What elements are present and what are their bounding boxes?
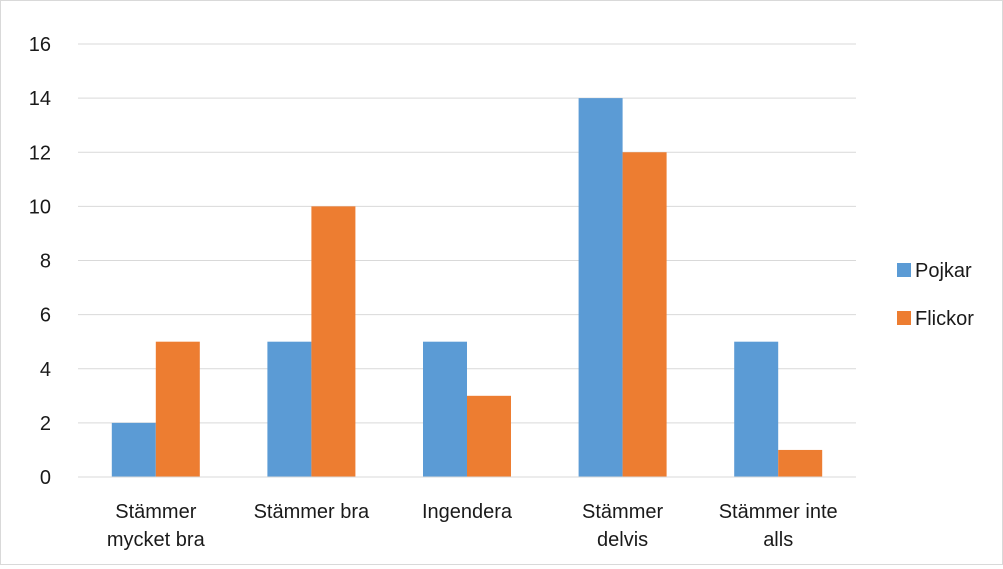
x-category-label: Stämmer mycket bra: [107, 501, 206, 551]
y-tick-label: 6: [40, 305, 51, 327]
legend-label-flickor: Flickor: [915, 308, 974, 330]
x-category-label: Stämmer bra: [254, 501, 370, 523]
bar-pojkar-1: [267, 341, 312, 477]
bar-pojkar-4: [734, 341, 779, 477]
bar-pojkar-3: [578, 98, 623, 477]
y-tick-label: 0: [40, 467, 51, 489]
x-category-label-line: delvis: [597, 529, 648, 551]
x-category-label-line: Stämmer bra: [254, 501, 370, 523]
y-tick-label: 14: [29, 88, 51, 110]
x-category-label: Stämmer inte alls: [719, 501, 838, 551]
x-category-label-line: mycket bra: [107, 529, 206, 551]
y-tick-label: 2: [40, 413, 51, 435]
y-tick-label: 10: [29, 196, 51, 218]
x-category-label-line: Stämmer: [115, 501, 196, 523]
legend-swatch-flickor: [897, 311, 911, 325]
x-category-label: Stämmer delvis: [582, 501, 663, 551]
bar-flickor-4: [778, 449, 823, 477]
y-tick-label: 8: [40, 251, 51, 273]
bar-pojkar-0: [111, 422, 156, 477]
bar-flickor-1: [311, 206, 356, 477]
legend-label-pojkar: Pojkar: [915, 260, 972, 282]
bar-flickor-3: [622, 152, 667, 477]
x-category-label-line: Stämmer inte: [719, 501, 838, 523]
y-tick-labels: 0 2 4 6 8 10 12 14 16: [29, 34, 51, 489]
y-tick-label: 12: [29, 142, 51, 164]
x-category-label: Ingendera: [422, 501, 513, 523]
gridlines: [78, 43, 856, 424]
x-category-label-line: Stämmer: [582, 501, 663, 523]
y-tick-label: 16: [29, 34, 51, 56]
bars: [111, 98, 823, 477]
legend-swatch-pojkar: [897, 263, 911, 277]
x-category-label-line: Ingendera: [422, 501, 513, 523]
y-tick-label: 4: [40, 359, 51, 381]
bar-flickor-0: [155, 341, 200, 477]
x-category-labels: Stämmer mycket bra Stämmer bra Ingendera Stä…: [107, 501, 838, 551]
bar-pojkar-2: [423, 341, 467, 477]
x-category-label-line: alls: [763, 529, 793, 551]
bar-flickor-2: [467, 395, 511, 477]
legend: Pojkar Flickor: [897, 260, 974, 330]
